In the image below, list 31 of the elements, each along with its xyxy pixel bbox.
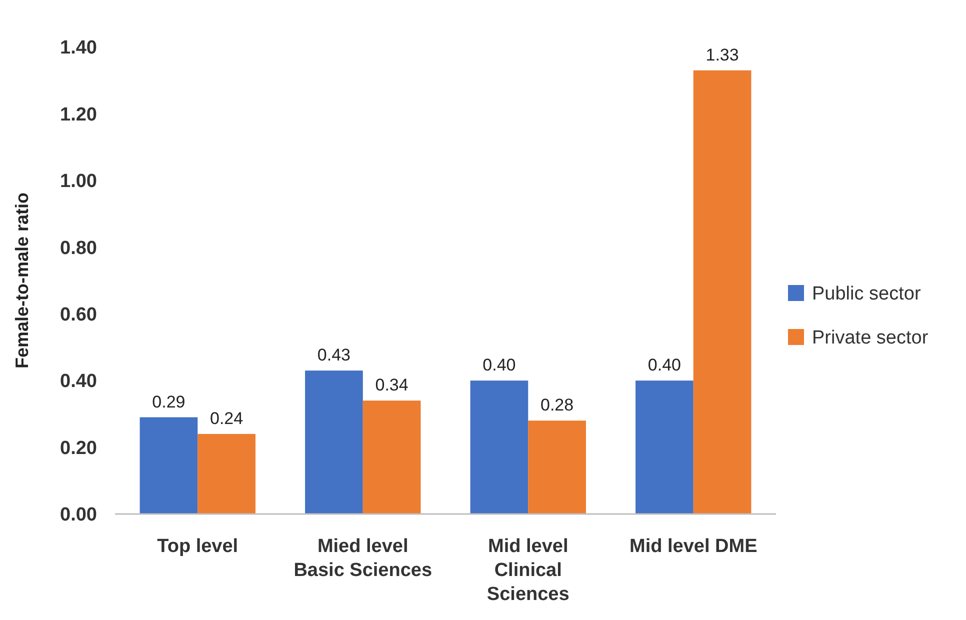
y-tick-label: 1.20 <box>60 104 97 126</box>
x-tick-label: Mid level DME <box>630 536 758 557</box>
bar <box>198 434 256 514</box>
data-label: 0.34 <box>375 376 408 395</box>
data-label: 1.33 <box>706 45 739 64</box>
x-tick-label: Top level <box>157 536 238 557</box>
bar <box>528 420 586 514</box>
bar <box>362 400 421 514</box>
y-tick-label: 1.00 <box>60 171 97 192</box>
y-tick-label: 0.80 <box>60 238 97 259</box>
data-label: 0.40 <box>482 356 516 375</box>
y-axis-title: Female-to-male ratio <box>12 192 32 369</box>
legend-label: Public sector <box>812 284 922 305</box>
y-tick-label: 1.40 <box>60 38 97 59</box>
data-label: 0.43 <box>317 346 351 365</box>
bar <box>636 380 694 514</box>
data-label: 0.40 <box>648 356 682 375</box>
x-tick-label: Mid level Clinical Sciences <box>486 536 570 605</box>
y-tick-label: 0.40 <box>60 371 97 392</box>
data-label: 0.29 <box>152 392 186 412</box>
y-tick-label: 0.20 <box>60 438 97 459</box>
y-tick-label: 0.00 <box>60 504 97 526</box>
bar <box>693 70 752 514</box>
x-tick-label: Mied level Basic Sciences <box>294 536 432 581</box>
legend-label: Private sector <box>812 328 929 349</box>
data-label: 0.24 <box>210 408 244 428</box>
y-tick-label: 0.60 <box>60 304 97 326</box>
bar <box>470 380 528 514</box>
bar <box>305 370 363 514</box>
bar <box>140 417 198 514</box>
data-label: 0.28 <box>540 396 574 415</box>
